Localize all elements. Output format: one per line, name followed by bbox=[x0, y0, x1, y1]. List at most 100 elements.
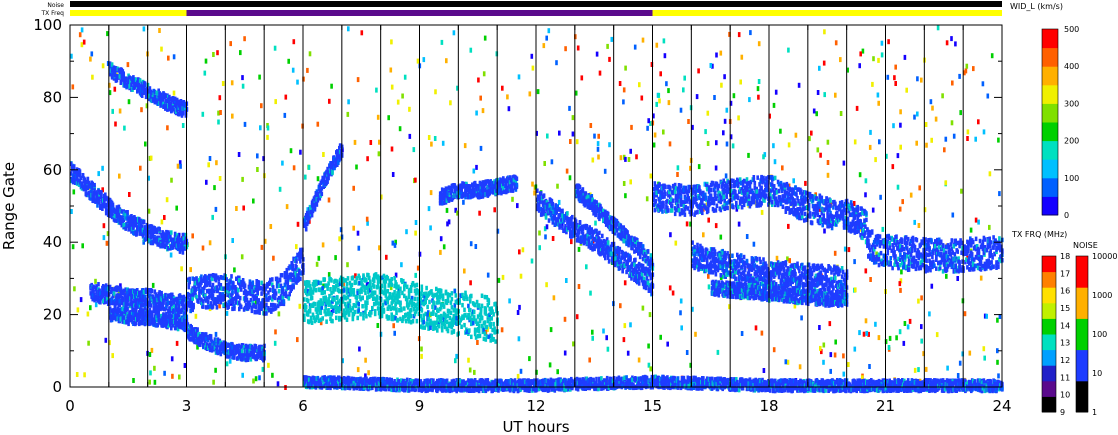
band-echo bbox=[154, 292, 158, 297]
band-echo bbox=[158, 297, 161, 303]
band-echo bbox=[342, 278, 346, 283]
scatter-echo bbox=[920, 295, 923, 301]
scatter-echo bbox=[101, 63, 105, 69]
band-echo bbox=[156, 101, 159, 106]
band-echo bbox=[144, 287, 148, 293]
band-echo bbox=[162, 244, 165, 249]
scatter-echo bbox=[969, 227, 973, 233]
band-echo bbox=[122, 217, 125, 222]
band-echo bbox=[145, 308, 149, 313]
band-echo bbox=[180, 307, 184, 313]
band-echo bbox=[157, 301, 160, 306]
scatter-echo bbox=[728, 304, 731, 310]
band-echo bbox=[257, 282, 260, 288]
band-echo bbox=[486, 318, 490, 324]
band-echo bbox=[469, 299, 472, 304]
scatter-echo bbox=[291, 67, 295, 73]
band-echo bbox=[280, 273, 284, 278]
band-echo bbox=[434, 292, 437, 298]
scatter-echo bbox=[454, 358, 457, 364]
scatter-echo bbox=[277, 311, 281, 317]
band-echo bbox=[439, 305, 443, 310]
band-echo bbox=[413, 288, 417, 294]
band-echo bbox=[476, 321, 480, 326]
band-echo bbox=[222, 286, 225, 291]
scatter-echo bbox=[479, 95, 482, 101]
scatter-echo bbox=[905, 87, 908, 93]
band-echo bbox=[330, 165, 333, 170]
scatter-echo bbox=[545, 282, 548, 288]
band-echo bbox=[106, 289, 110, 294]
band-echo bbox=[165, 311, 168, 317]
band-echo bbox=[111, 202, 115, 207]
scatter-echo bbox=[256, 153, 259, 159]
band-echo bbox=[422, 291, 425, 297]
band-echo bbox=[322, 176, 325, 181]
scatter-echo bbox=[273, 340, 277, 346]
band-echo bbox=[450, 291, 454, 296]
band-echo bbox=[239, 304, 243, 310]
band-echo bbox=[492, 189, 495, 195]
band-echo bbox=[242, 345, 246, 350]
band-echo bbox=[153, 289, 157, 294]
scatter-echo bbox=[376, 114, 380, 120]
band-echo bbox=[269, 295, 272, 300]
band-echo bbox=[181, 246, 185, 251]
band-echo bbox=[376, 278, 380, 284]
scatter-echo bbox=[819, 152, 822, 158]
band-echo bbox=[342, 308, 346, 313]
scatter-echo bbox=[787, 47, 790, 53]
scatter-echo bbox=[674, 240, 678, 246]
scatter-echo bbox=[622, 99, 625, 105]
scatter-echo bbox=[261, 366, 265, 372]
band-echo bbox=[113, 309, 117, 314]
scatter-echo bbox=[258, 74, 261, 80]
band-echo bbox=[167, 300, 170, 305]
band-echo bbox=[158, 291, 161, 296]
scatter-echo bbox=[376, 323, 380, 328]
band-echo bbox=[377, 301, 381, 306]
band-echo bbox=[262, 303, 265, 309]
scatter-echo bbox=[723, 118, 727, 124]
scatter-echo bbox=[477, 77, 480, 83]
scatter-echo bbox=[847, 362, 850, 367]
band-echo bbox=[131, 307, 134, 312]
band-echo bbox=[135, 320, 138, 326]
band-echo bbox=[384, 279, 388, 284]
band-echo bbox=[196, 327, 199, 332]
scatter-echo bbox=[354, 273, 357, 279]
scatter-echo bbox=[283, 112, 287, 118]
band-echo bbox=[468, 312, 471, 318]
band-echo bbox=[490, 306, 493, 311]
scatter-echo bbox=[475, 110, 478, 116]
scatter-echo bbox=[447, 219, 451, 225]
band-echo bbox=[109, 289, 113, 294]
band-echo bbox=[123, 222, 126, 228]
scatter-echo bbox=[163, 370, 166, 376]
scatter-echo bbox=[508, 298, 511, 304]
band-echo bbox=[231, 289, 234, 294]
band-echo bbox=[380, 289, 384, 294]
scatter-echo bbox=[633, 44, 637, 50]
scatter-echo bbox=[864, 268, 868, 274]
band-echo bbox=[367, 288, 370, 293]
scatter-echo bbox=[259, 125, 262, 131]
band-echo bbox=[463, 296, 466, 302]
scatter-echo bbox=[429, 225, 432, 231]
band-echo bbox=[423, 325, 426, 330]
band-echo bbox=[370, 293, 373, 298]
band-echo bbox=[129, 79, 132, 84]
band-echo bbox=[92, 194, 95, 199]
band-echo bbox=[197, 283, 200, 289]
band-echo bbox=[350, 282, 354, 288]
scatter-echo bbox=[364, 357, 367, 363]
scatter-echo bbox=[218, 176, 222, 181]
scatter-echo bbox=[646, 125, 649, 131]
band-echo bbox=[371, 305, 374, 311]
scatter-echo bbox=[284, 94, 288, 100]
band-echo bbox=[454, 293, 458, 298]
scatter-echo bbox=[105, 240, 109, 246]
scatter-echo bbox=[894, 64, 897, 70]
scatter-echo bbox=[713, 95, 716, 100]
scatter-echo bbox=[393, 330, 396, 336]
